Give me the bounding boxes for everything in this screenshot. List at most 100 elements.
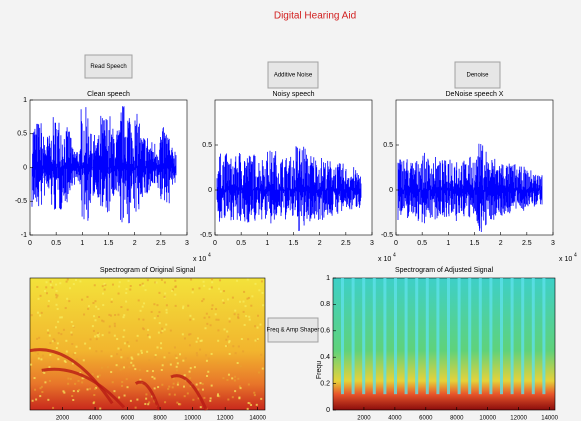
noise-speck: [127, 357, 129, 359]
noise-speck: [189, 333, 191, 335]
y-tick-label: -0.5: [15, 198, 27, 205]
noise-speck: [103, 320, 105, 322]
y-tick-label: -0.5: [381, 232, 393, 239]
noise-speck: [211, 385, 213, 387]
noise-speck: [116, 353, 118, 355]
noise-speck: [237, 378, 239, 380]
x-tick-label: 6000: [121, 416, 135, 421]
noise-speck: [93, 330, 95, 332]
noise-speck: [210, 397, 212, 399]
noise-speck: [62, 390, 64, 392]
noise-speck: [87, 388, 89, 390]
noise-speck: [73, 283, 75, 285]
noise-speck: [102, 293, 104, 295]
noise-speck: [36, 286, 38, 288]
noise-speck: [101, 367, 103, 369]
y-tick-label: 1: [326, 275, 330, 282]
noise-speck: [192, 288, 194, 290]
noise-speck: [38, 298, 40, 300]
noise-speck: [44, 290, 46, 292]
noise-speck: [109, 325, 111, 327]
noise-speck: [125, 292, 127, 294]
noise-speck: [71, 343, 73, 345]
noise-speck: [40, 295, 42, 297]
noise-speck: [70, 332, 72, 334]
x-tick-label: 0.5: [51, 240, 61, 247]
gap-stripe: [415, 278, 418, 394]
noise-speck: [247, 279, 249, 281]
gap-stripe: [362, 278, 365, 394]
noise-speck: [212, 304, 214, 306]
noise-speck: [177, 362, 179, 364]
x-tick-label: 8000: [153, 416, 167, 421]
spectrogram-title: Spectrogram of Adjusted Signal: [395, 267, 494, 274]
button[interactable]: Additive Noise: [268, 62, 318, 88]
noise-speck: [127, 309, 129, 311]
noise-speck: [122, 316, 124, 318]
noise-speck: [123, 314, 125, 316]
noise-speck: [110, 371, 112, 373]
noise-speck: [229, 353, 231, 355]
noise-speck: [69, 287, 71, 289]
button[interactable]: Denoise: [455, 62, 500, 88]
button[interactable]: Freq & Amp Shaper: [267, 318, 320, 342]
noise-speck: [255, 340, 257, 342]
noise-speck: [222, 377, 224, 379]
noise-speck: [215, 319, 217, 321]
noise-speck: [157, 346, 159, 348]
noise-speck: [161, 328, 163, 330]
noise-speck: [71, 334, 73, 336]
y-tick-label: 1: [23, 97, 27, 104]
noise-speck: [209, 400, 211, 402]
noise-speck: [166, 304, 168, 306]
noise-speck: [208, 316, 210, 318]
noise-speck: [145, 393, 147, 395]
noise-speck: [120, 349, 122, 351]
noise-speck: [154, 377, 156, 379]
noise-speck: [145, 398, 147, 400]
gap-stripe: [489, 278, 492, 394]
noise-speck: [149, 336, 151, 338]
noise-speck: [54, 340, 56, 342]
noise-speck: [114, 335, 116, 337]
noise-speck: [218, 319, 220, 321]
noise-speck: [92, 373, 94, 375]
noise-speck: [66, 359, 68, 361]
app-window: Digital Hearing Aid Read SpeechAdditive …: [0, 0, 581, 421]
noise-speck: [118, 396, 120, 398]
noise-speck: [225, 339, 227, 341]
noise-speck: [175, 305, 177, 307]
noise-speck: [65, 340, 67, 342]
noise-speck: [200, 382, 202, 384]
noise-speck: [207, 371, 209, 373]
noise-speck: [68, 300, 70, 302]
x-tick-label: 12000: [217, 416, 234, 421]
noise-speck: [247, 408, 249, 410]
noise-speck: [185, 357, 187, 359]
y-tick-label: 0.8: [320, 301, 330, 308]
noise-speck: [35, 399, 37, 401]
noise-speck: [144, 403, 146, 405]
noise-speck: [248, 383, 250, 385]
noise-speck: [228, 374, 230, 376]
noise-speck: [258, 371, 260, 373]
noise-speck: [199, 349, 201, 351]
noise-speck: [256, 404, 258, 406]
noise-speck: [237, 362, 239, 364]
noise-speck: [171, 290, 173, 292]
gap-stripe: [352, 278, 355, 394]
gap-stripe: [542, 278, 545, 394]
noise-speck: [172, 386, 174, 388]
noise-speck: [187, 305, 189, 307]
button[interactable]: Read Speech: [85, 55, 132, 78]
noise-speck: [76, 359, 78, 361]
noise-speck: [231, 377, 233, 379]
noise-speck: [38, 357, 40, 359]
noise-speck: [189, 371, 191, 373]
noise-speck: [189, 344, 191, 346]
noise-speck: [151, 311, 153, 313]
noise-speck: [220, 291, 222, 293]
noise-speck: [211, 353, 213, 355]
noise-speck: [203, 281, 205, 283]
noise-speck: [122, 368, 124, 370]
